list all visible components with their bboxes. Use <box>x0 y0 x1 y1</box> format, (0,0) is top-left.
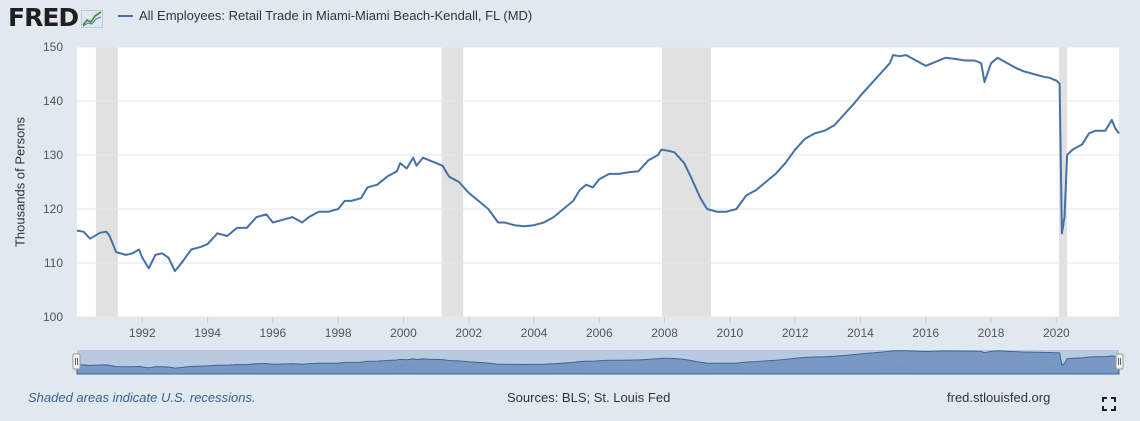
y-tick-label: 130 <box>43 148 63 162</box>
y-tick-label: 150 <box>43 40 63 54</box>
x-tick-label: 2008 <box>651 326 678 340</box>
recession-band <box>95 47 118 317</box>
x-tick-label: 2014 <box>847 326 874 340</box>
x-tick-label: 2002 <box>455 326 482 340</box>
x-tick-label: 2012 <box>782 326 809 340</box>
fred-logo[interactable]: FRED <box>8 3 104 32</box>
navigator-right-handle[interactable] <box>1115 353 1124 370</box>
recession-band <box>1058 47 1068 317</box>
time-navigator[interactable]: 199520002005201020152020 <box>72 350 1124 375</box>
x-tick-label: 1994 <box>194 326 221 340</box>
x-tick-label: 1998 <box>325 326 352 340</box>
recession-band <box>441 47 464 317</box>
chart-line-icon <box>81 10 104 28</box>
chart-legend[interactable]: All Employees: Retail Trade in Miami-Mia… <box>118 8 532 23</box>
y-tick-label: 110 <box>44 256 63 270</box>
navigator-left-handle[interactable] <box>72 353 81 370</box>
y-tick-label: 100 <box>43 310 63 324</box>
x-tick-label: 2000 <box>390 326 417 340</box>
y-tick-label: 140 <box>43 94 63 108</box>
fred-logo-text: FRED <box>8 3 79 32</box>
chart-header: FRED All Employees: Retail Trade in Miam… <box>0 0 1140 38</box>
x-tick-label: 1992 <box>129 326 156 340</box>
series-line <box>76 54 1120 273</box>
sources-text: Sources: BLS; St. Louis Fed <box>507 390 671 405</box>
site-link[interactable]: fred.stlouisfed.org <box>947 390 1051 405</box>
legend-label: All Employees: Retail Trade in Miami-Mia… <box>139 8 533 23</box>
y-axis-ticks: 100 110 120 130 140 150 <box>43 40 63 324</box>
recession-bands <box>95 47 1068 317</box>
x-tick-label: 1996 <box>260 326 287 340</box>
expand-icon[interactable] <box>1102 397 1116 411</box>
recession-note: Shaded areas indicate U.S. recessions. <box>28 390 256 405</box>
legend-swatch <box>118 14 133 17</box>
navigator-selection[interactable] <box>77 350 1119 374</box>
x-axis-ticks: 1992 1994 1996 1998 2000 2002 2004 2006 2008 2010… <box>129 317 1070 340</box>
x-tick-label: 2010 <box>717 326 744 340</box>
x-tick-label: 2016 <box>912 326 939 340</box>
x-tick-label: 2018 <box>978 326 1005 340</box>
x-tick-label: 2020 <box>1043 326 1070 340</box>
recession-band <box>661 47 711 317</box>
navigator-area <box>76 350 1120 375</box>
gridlines <box>77 46 1119 318</box>
x-tick-label: 2004 <box>521 326 548 340</box>
y-tick-label: 120 <box>43 202 63 216</box>
x-tick-label: 2006 <box>586 326 613 340</box>
